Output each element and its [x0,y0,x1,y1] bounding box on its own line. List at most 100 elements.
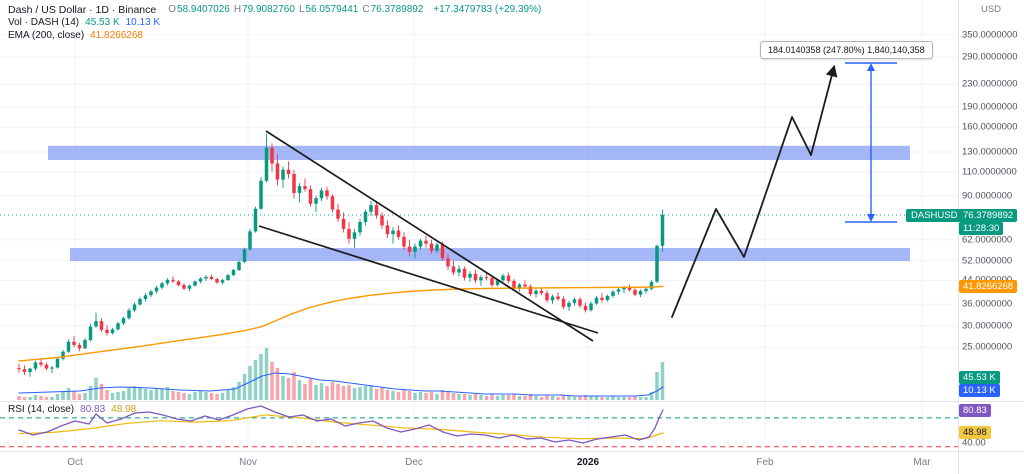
candle-body [226,275,230,281]
volume-bar [501,395,505,400]
price-axis[interactable]: USD 350.0000000 290.0000000 230.0000000 190… [958,0,1024,474]
candle-body [567,302,571,307]
volume-bar [424,393,428,400]
candle-body [622,287,626,290]
volume-bar [270,362,274,400]
candle-body [600,297,604,300]
volume-bar [556,397,560,400]
volume-bar [462,394,467,400]
volume-bar [468,395,472,400]
candle-body [275,163,280,180]
volume-bar [418,392,423,400]
time-axis[interactable]: Oct Nov Dec 2026 Feb Mar [0,452,958,474]
candle-body [418,240,423,247]
volume-bar [77,394,82,400]
candle-body [440,244,445,259]
candle-body [479,277,483,281]
candle-body [99,321,104,330]
volume-bar [33,395,38,400]
price-band[interactable] [48,145,910,161]
price-tick-label: 350.0000000 [962,29,1018,41]
legend-panel: Dash / US Dollar · 1D · Binance O 58.9407… [8,4,541,42]
ohlc-pair: H 79.9082760 [234,4,295,16]
candle-body [149,291,153,296]
volume-bar [187,394,192,400]
volume-bar [132,386,137,400]
volume-bar [567,396,571,400]
volume-bar [220,393,225,400]
candle-body [616,289,621,292]
symbol-legend-row[interactable]: Dash / US Dollar · 1D · Binance O 58.9407… [8,4,541,16]
volume-bar [215,394,219,400]
volume-bar [314,385,318,400]
volume-bar [44,397,49,400]
projection-arrow[interactable] [671,64,838,318]
candle-body [512,280,516,289]
ohlc-key: O [168,4,177,15]
candle-body [655,245,659,282]
candle-body [325,190,329,197]
rsi-value-badge: 80.83 [959,403,991,417]
volume-bar [143,389,148,400]
volume-bar [402,390,406,400]
candle-body [242,249,247,262]
price-tick-label: 52.0000000 [962,255,1013,267]
ema-value-badge: 41.8266268 [959,279,1018,293]
candle-body [517,284,522,289]
candle-body [286,169,291,174]
time-label: Nov [239,457,257,468]
currency-label: USD [980,4,1002,15]
candle-body [402,236,406,247]
rsi-legend-row[interactable]: RSI (14, close) 80.83 48.98 [8,404,136,416]
volume-bar [264,348,269,400]
volume-bar [396,392,401,400]
price-tick-label: 30.0000000 [962,320,1013,332]
wedge-trendline[interactable] [265,130,594,342]
volume-bar [413,393,417,400]
volume-bar [539,397,544,400]
volume-bar [347,385,351,400]
candle-body [264,147,269,181]
price-tick-label: 110.0000000 [962,166,1017,178]
volume-bar [407,391,412,400]
candle-body [385,225,390,235]
candle-body [127,310,131,319]
volume-bar [440,390,445,400]
time-label: Mar [913,457,931,468]
price-tick-label: 130.0000000 [962,146,1018,158]
volume-bar [385,390,390,400]
candle-body [644,288,648,292]
volume-bar [39,396,43,400]
candle-body [429,243,434,251]
candle-body [132,304,137,311]
price-tick-label: 25.0000000 [962,341,1013,353]
volume-bar [528,394,533,400]
measure-tool-label[interactable]: 184.0140358 (247.80%) 1,840,140,358 [760,41,933,59]
candle-body [248,231,252,250]
candle-body [154,287,159,292]
volume-bar [479,395,483,400]
time-label: Feb [756,457,774,468]
volume-bar [550,396,555,400]
candle-body [231,270,236,276]
candle-body [583,305,588,311]
volume-bar [429,392,434,400]
candle-body [303,186,307,190]
candle-body [121,318,126,324]
volume-ma-line [18,372,664,397]
candle-body [484,277,489,279]
volume-bar [517,396,522,400]
candle-body [578,299,582,306]
price-band[interactable] [70,248,910,262]
wedge-trendline[interactable] [258,225,599,334]
candle-body [589,303,593,311]
volume-bar [660,362,665,400]
volume-legend-row[interactable]: Vol · DASH (14) 45.53 K 10.13 K [8,17,541,29]
volume-bar [435,394,439,400]
candle-body [473,273,478,281]
ohlc-key: C [362,4,370,15]
ema-value: 41.8266268 [90,30,143,41]
candle-body [176,281,181,286]
ema-legend-row[interactable]: EMA (200, close) 41.8266268 [8,30,541,42]
